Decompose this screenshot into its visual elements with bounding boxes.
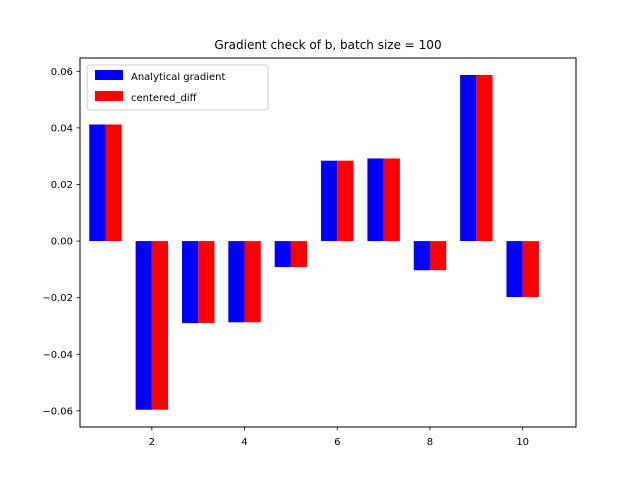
x-axis: 2 4 6 8 10	[149, 427, 529, 448]
y-tick-label: −0.02	[42, 293, 73, 304]
bar-analytical-10	[506, 241, 523, 298]
bar-centered-diff-1	[105, 124, 122, 242]
bar-centered-diff-2	[151, 241, 169, 410]
legend-swatch-centered-diff	[95, 91, 123, 101]
x-tick-label: 8	[427, 437, 433, 448]
x-tick-label: 4	[241, 437, 247, 448]
legend-swatch-analytical	[95, 70, 123, 80]
plot-frame	[79, 57, 577, 428]
x-tick-label: 6	[334, 437, 340, 448]
bar-centered-diff-8	[429, 241, 447, 271]
y-tick-label: −0.04	[42, 350, 73, 361]
bar-analytical-8	[413, 241, 430, 271]
y-axis: −0.06 −0.04 −0.02 0.00 0.02 0.04 0.06	[42, 67, 80, 417]
y-tick-label: −0.06	[42, 406, 73, 417]
y-tick-label: 0.06	[51, 67, 73, 78]
bar-analytical-1	[89, 124, 106, 242]
bar-centered-diff-10	[522, 241, 539, 298]
legend-label-centered-diff: centered_diff	[131, 93, 198, 104]
x-tick-label: 10	[516, 437, 529, 448]
legend: Analytical gradient centered_diff	[86, 64, 269, 111]
bar-centered-diff-5	[290, 241, 308, 268]
bar-centered-diff-4	[244, 241, 261, 323]
legend-label-analytical: Analytical gradient	[131, 72, 225, 83]
bars-group	[89, 74, 539, 410]
bar-centered-diff-7	[383, 158, 400, 242]
bar-analytical-2	[135, 241, 152, 410]
y-tick-label: 0.02	[51, 180, 73, 191]
bar-centered-diff-6	[337, 160, 354, 242]
x-tick-label: 2	[149, 437, 155, 448]
bar-analytical-3	[181, 241, 199, 324]
bar-centered-diff-3	[198, 241, 215, 324]
bar-analytical-6	[321, 160, 338, 242]
bar-analytical-4	[228, 241, 245, 323]
legend-box	[86, 64, 269, 111]
y-tick-label: 0.04	[51, 123, 73, 134]
bar-centered-diff-9	[476, 74, 493, 242]
y-tick-label: 0.00	[51, 237, 73, 248]
chart-title: Gradient check of b, batch size = 100	[214, 38, 441, 52]
bar-analytical-9	[460, 74, 477, 242]
bar-analytical-7	[367, 158, 384, 242]
bar-analytical-5	[274, 241, 291, 268]
